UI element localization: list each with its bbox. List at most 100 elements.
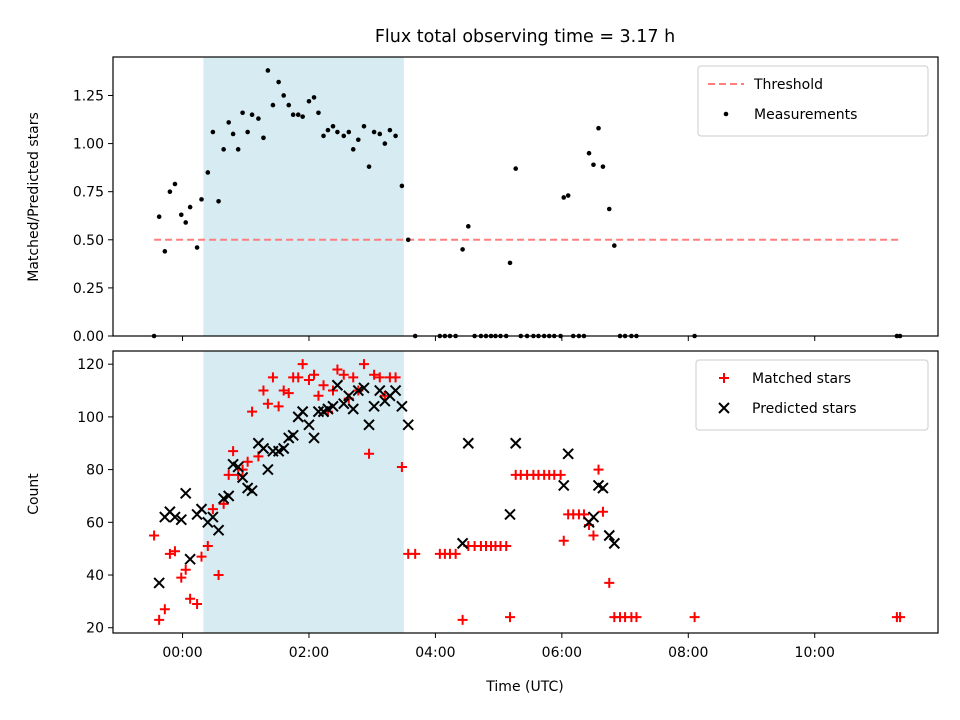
data-point	[185, 593, 196, 604]
data-point	[196, 551, 207, 562]
data-point	[396, 461, 407, 472]
y-tick-label: 120	[77, 357, 104, 373]
data-point	[593, 464, 604, 475]
data-point	[371, 129, 377, 135]
data-point	[600, 164, 606, 169]
data-point	[364, 448, 375, 459]
x-axis-label: Time (UTC)	[485, 679, 563, 695]
data-point	[207, 511, 219, 523]
x-tick-label: 06:00	[542, 645, 582, 661]
data-point	[555, 469, 566, 480]
data-point	[597, 482, 609, 494]
data-point	[338, 398, 350, 410]
data-point	[153, 577, 165, 589]
data-point	[297, 359, 308, 370]
legend-label: Predicted stars	[752, 401, 857, 417]
data-point	[456, 537, 469, 550]
y-tick-label: 1.00	[73, 137, 104, 153]
panel-ratio: 0.00 0.25 0.50 0.75 1.00 1.25 Threshold Measure…	[73, 56, 939, 345]
data-point	[462, 437, 474, 449]
data-point	[183, 220, 189, 225]
legend: Matched stars Predicted stars	[695, 359, 929, 431]
observing-window-span	[203, 351, 404, 633]
data-point	[159, 604, 170, 615]
data-point	[245, 129, 250, 135]
data-point	[331, 379, 344, 391]
data-point	[369, 369, 380, 380]
data-point	[361, 123, 367, 129]
data-point	[565, 193, 571, 198]
y-tick-label: 0.75	[73, 185, 104, 201]
data-point	[558, 535, 569, 546]
data-point	[387, 127, 393, 133]
figure-title: Flux total observing time = 3.17 h	[375, 27, 675, 47]
data-point	[608, 537, 621, 550]
data-point	[309, 369, 320, 380]
data-point	[169, 546, 180, 557]
y-tick-label: 0.50	[73, 233, 104, 249]
data-point	[230, 131, 236, 137]
data-point	[287, 429, 299, 442]
data-point	[321, 133, 326, 139]
data-point	[195, 503, 208, 515]
data-point	[562, 448, 574, 460]
x-tick-label: 00:00	[162, 645, 202, 661]
data-point	[501, 541, 512, 552]
data-point	[247, 406, 258, 417]
x-tick-label: 08:00	[668, 645, 708, 661]
data-point	[348, 372, 359, 383]
data-point	[402, 419, 414, 431]
data-point	[226, 120, 231, 125]
data-point	[558, 479, 570, 492]
data-point	[327, 400, 339, 413]
data-point	[295, 112, 301, 118]
data-point	[258, 385, 269, 396]
data-point	[273, 401, 284, 412]
data-point	[393, 133, 398, 139]
data-point	[358, 359, 369, 370]
data-point	[164, 548, 175, 559]
data-point	[237, 464, 248, 475]
data-point	[604, 577, 615, 588]
y-tick-label: 40	[86, 568, 104, 584]
data-point	[689, 612, 700, 623]
data-point	[240, 110, 245, 116]
data-point	[270, 102, 276, 108]
data-point	[222, 490, 235, 502]
data-point	[457, 614, 468, 625]
data-point	[332, 364, 343, 375]
data-point	[192, 599, 203, 610]
y-axis-label-bottom: Count	[26, 473, 42, 515]
data-point	[358, 382, 370, 394]
data-point	[507, 260, 513, 266]
data-point	[199, 197, 204, 202]
y-tick-label: 80	[86, 463, 104, 479]
legend-marker	[718, 402, 730, 414]
data-point	[293, 372, 304, 383]
data-point	[341, 133, 347, 139]
data-point	[216, 199, 221, 204]
data-point	[343, 390, 355, 402]
data-point	[235, 147, 241, 152]
data-point	[561, 195, 567, 200]
data-point	[267, 372, 278, 383]
data-point	[368, 400, 380, 413]
data-point	[460, 247, 465, 252]
data-point	[256, 116, 261, 121]
data-point	[278, 385, 289, 396]
data-point	[352, 384, 364, 397]
data-point	[205, 170, 211, 175]
data-point	[513, 166, 519, 171]
data-point	[257, 442, 270, 455]
y-axis-label-top: Matched/Predicted stars	[26, 112, 42, 282]
data-point	[236, 471, 249, 484]
data-point	[246, 484, 258, 497]
data-point	[175, 513, 187, 526]
data-point	[330, 123, 336, 129]
data-point	[311, 95, 317, 100]
panel-counts: 20 40 60 80 100 120 00:00 02:00 04:00 06:00 08:00 1…	[77, 350, 939, 661]
y-tick-label: 0.25	[73, 281, 104, 297]
data-point	[249, 112, 255, 118]
data-point	[631, 612, 642, 623]
